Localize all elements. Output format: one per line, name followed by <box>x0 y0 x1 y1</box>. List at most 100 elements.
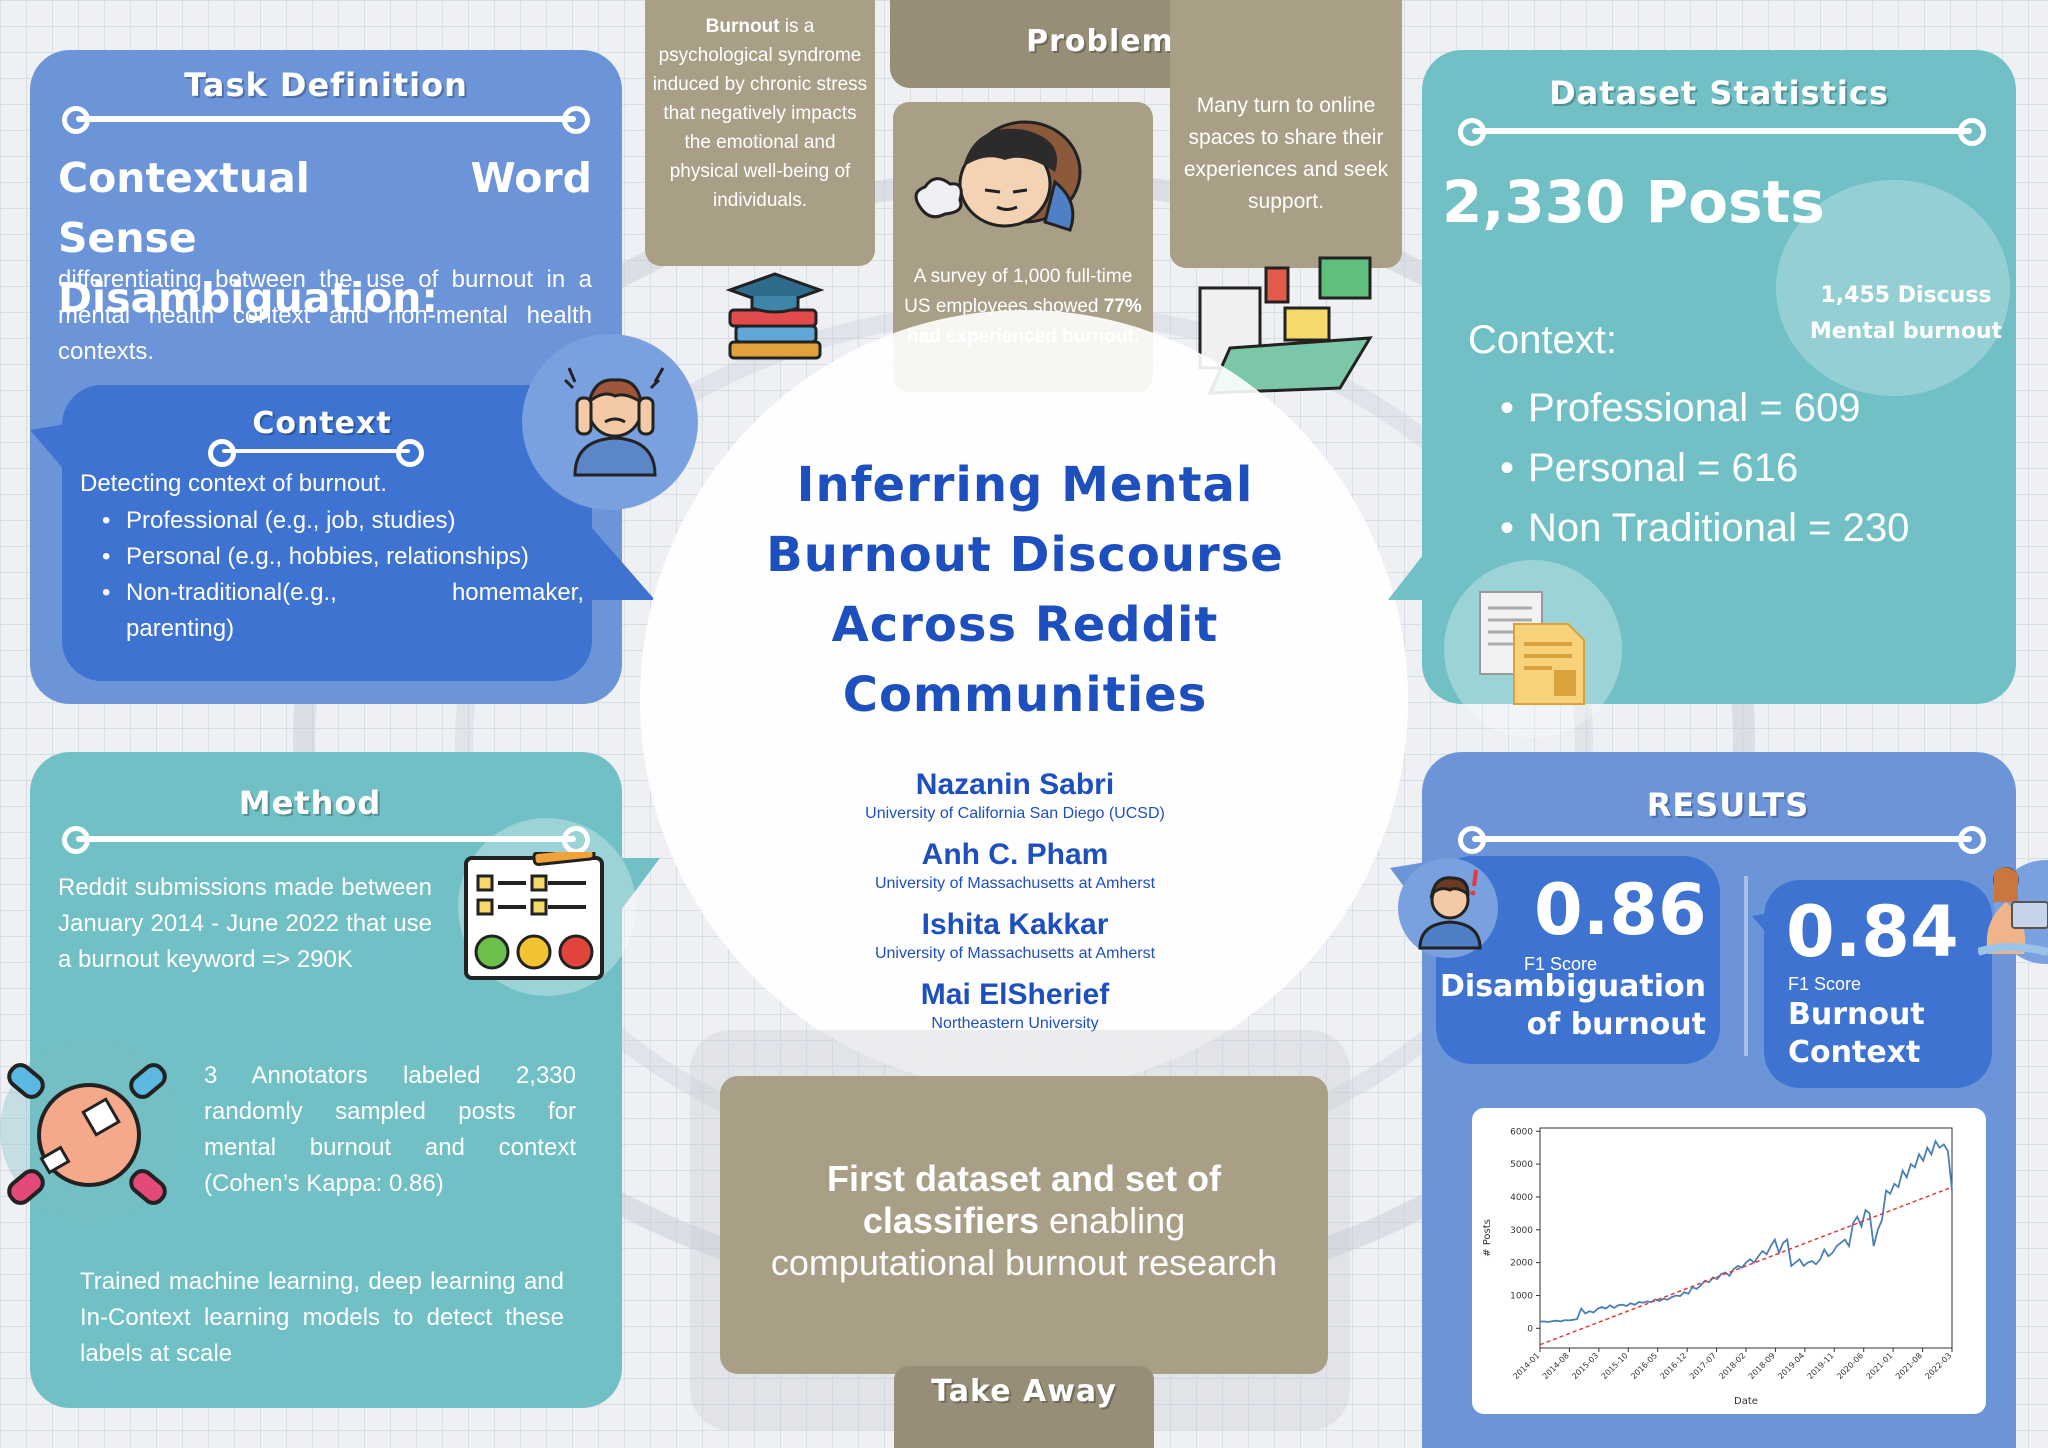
author-affiliation: Northeastern University <box>931 1015 1099 1032</box>
score-context-desc-line-1: Burnout <box>1788 997 1925 1032</box>
author-name: Anh C. Pham <box>921 838 1109 871</box>
dataset-item-personal: Personal = 616 <box>1488 438 1909 498</box>
method-data-collection: Reddit submissions made between January … <box>58 874 432 973</box>
author-affiliation: University of California San Diego (UCSD… <box>865 805 1165 822</box>
context-item-personal: Personal (e.g., hobbies, relationships) <box>90 539 584 575</box>
context-panel-tail-right <box>585 520 655 600</box>
chart-x-tick-label: 2020-06 <box>1835 1351 1865 1381</box>
dataset-item-nontraditional: Non Traditional = 230 <box>1488 498 1909 558</box>
author-name: Mai ElSherief <box>920 978 1110 1011</box>
author-affiliation: University of Massachusetts at Amherst <box>874 875 1156 892</box>
chart-x-tick-label: 2021-08 <box>1894 1351 1924 1381</box>
chart-y-tick-label: 3000 <box>1510 1226 1533 1236</box>
teamwork-hands-icon <box>7 1063 167 1205</box>
takeaway-title-box <box>894 1366 1154 1448</box>
chart-y-tick-label: 5000 <box>1510 1160 1533 1170</box>
score-context-value: 0.84 <box>1786 891 1959 973</box>
author-name: Nazanin Sabri <box>915 768 1115 801</box>
dataset-context-label: Context: <box>1468 318 1617 362</box>
chart-y-tick-label: 1000 <box>1510 1291 1533 1301</box>
task-body: differentiating between the use of burno… <box>58 266 592 365</box>
books-graduation-icon <box>725 272 825 360</box>
takeaway-highlight: First dataset and set of classifiers <box>826 1158 1222 1241</box>
problem-online: Many turn to online spaces to share thei… <box>1183 94 1389 213</box>
problem-title: Problem <box>1026 24 1174 59</box>
takeaway-title: Take Away <box>931 1374 1117 1409</box>
desk-documents-icon <box>1198 256 1373 395</box>
confused-person-icon <box>1418 869 1482 950</box>
chart-x-axis-label: Date <box>1734 1396 1758 1407</box>
stressed-person-icon <box>563 367 665 477</box>
mental-burnout-bubble <box>1776 180 2010 396</box>
chart-x-tick-label: 2017-07 <box>1688 1351 1718 1381</box>
author-list: Nazanin Sabri University of California S… <box>780 766 1250 1034</box>
laptop-person-icon <box>1978 867 2048 956</box>
context-divider <box>208 439 424 467</box>
takeaway-rest: enabling computational burnout research <box>770 1200 1278 1283</box>
problem-definition: Burnout is a psychological syndrome indu… <box>652 12 868 215</box>
dataset-item-professional: Professional = 609 <box>1488 378 1909 438</box>
dataset-title: Dataset Statistics <box>1549 74 1889 112</box>
chart-x-tick-label: 2021-01 <box>1865 1351 1895 1381</box>
exhausted-person-icon <box>914 120 1082 232</box>
problem-definition-text: is a psychological syndrome induced by c… <box>652 16 868 211</box>
chart-x-tick-label: 2015-03 <box>1570 1351 1600 1381</box>
chart-x-tick-label: 2014-01 <box>1511 1351 1541 1381</box>
context-title: Context <box>252 406 392 441</box>
results-title: RESULTS <box>1646 786 1810 824</box>
task-definition-title: Task Definition <box>184 66 468 104</box>
context-item-professional: Professional (e.g., job, studies) <box>90 503 584 539</box>
method-models: Trained machine learning, deep learning … <box>80 1268 564 1367</box>
problem-definition-box <box>645 0 875 266</box>
author-affiliation: University of Massachusetts at Amherst <box>874 945 1156 962</box>
problem-definition-term: Burnout <box>705 16 780 37</box>
poster-title: Inferring Mental Burnout Discourse Acros… <box>700 450 1350 730</box>
survey-icon <box>464 852 604 980</box>
poster-title-line-3: Across Reddit <box>831 597 1219 653</box>
poster-title-line-4: Communities <box>842 667 1208 723</box>
chart-x-tick-label: 2015-10 <box>1600 1351 1630 1381</box>
chart-posts-line <box>1539 1138 1953 1324</box>
context-intro: Detecting context of burnout. <box>80 470 387 497</box>
context-item-nontraditional: Non-traditional(e.g., homemaker, parenti… <box>90 575 584 647</box>
method-panel-tail <box>600 858 660 938</box>
dataset-total: 2,330 Posts <box>1442 168 1825 236</box>
chart-y-axis-label: # Posts <box>1482 1219 1493 1257</box>
poster-title-line-2: Burnout Discourse <box>766 527 1284 583</box>
score-context-desc-line-2: Context <box>1788 1035 1921 1070</box>
method-title: Method <box>238 784 382 822</box>
task-heading: Contextual Word Sense Disambiguation: <box>58 148 592 328</box>
score-context-label: F1 Score <box>1788 974 1862 994</box>
chart-plot-frame <box>1539 1127 1953 1349</box>
chart-x-tick-label: 2022-03 <box>1923 1351 1953 1381</box>
chart-x-tick-label: 2016-12 <box>1659 1351 1689 1381</box>
posts-chart-card <box>1472 1108 1986 1414</box>
results-separator <box>1744 876 1748 1056</box>
takeaway-text: First dataset and set of classifiers ena… <box>770 1158 1278 1284</box>
chart-x-tick-label: 2019-04 <box>1776 1351 1806 1381</box>
dataset-mental: 1,455 Discuss Mental burnout <box>1809 283 2003 344</box>
takeaway-panel <box>720 1076 1328 1374</box>
context-list: Professional (e.g., job, studies) Person… <box>90 503 584 647</box>
chart-y-tick-label: 4000 <box>1510 1193 1533 1203</box>
title-circle <box>640 310 1408 1090</box>
score-context-desc: Burnout Context <box>1788 996 1925 1072</box>
chart-y-tick-label: 6000 <box>1510 1127 1533 1137</box>
task-divider <box>62 106 590 134</box>
problem-online-box <box>1170 0 1402 268</box>
score-disambiguation-desc-line-1: Disambiguation <box>1440 969 1706 1004</box>
chart-y-tick-label: 2000 <box>1510 1259 1533 1269</box>
chart-x-tick-label: 2019-11 <box>1806 1351 1836 1381</box>
documents-icon <box>1479 591 1585 705</box>
author-name: Ishita Kakkar <box>921 908 1109 941</box>
dataset-context-list: Professional = 609 Personal = 616 Non Tr… <box>1488 378 1909 558</box>
chart-x-tick-label: 2016-05 <box>1629 1351 1659 1381</box>
score-context-card <box>1764 880 1992 1088</box>
score-disambiguation-desc-line-2: of burnout <box>1526 1007 1706 1042</box>
chart-x-tick-label: 2018-02 <box>1717 1351 1747 1381</box>
chart-y-tick-label: 0 <box>1527 1324 1533 1334</box>
method-annotation: 3 Annotators labeled 2,330 randomly samp… <box>204 1062 576 1197</box>
dataset-divider <box>1458 118 1986 146</box>
task-heading-line-1: Contextual Word Sense <box>58 154 592 262</box>
